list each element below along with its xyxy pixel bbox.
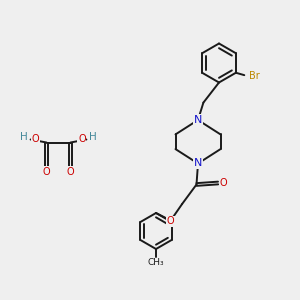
Text: O: O xyxy=(31,134,39,145)
Text: H: H xyxy=(89,131,97,142)
Text: O: O xyxy=(43,167,50,177)
Text: O: O xyxy=(67,167,74,177)
Text: CH₃: CH₃ xyxy=(148,258,164,267)
Text: O: O xyxy=(166,216,174,226)
Text: N: N xyxy=(194,158,202,169)
Text: Br: Br xyxy=(249,71,260,81)
Text: O: O xyxy=(78,134,86,145)
Text: N: N xyxy=(194,115,202,125)
Text: O: O xyxy=(220,178,227,188)
Text: H: H xyxy=(20,131,28,142)
